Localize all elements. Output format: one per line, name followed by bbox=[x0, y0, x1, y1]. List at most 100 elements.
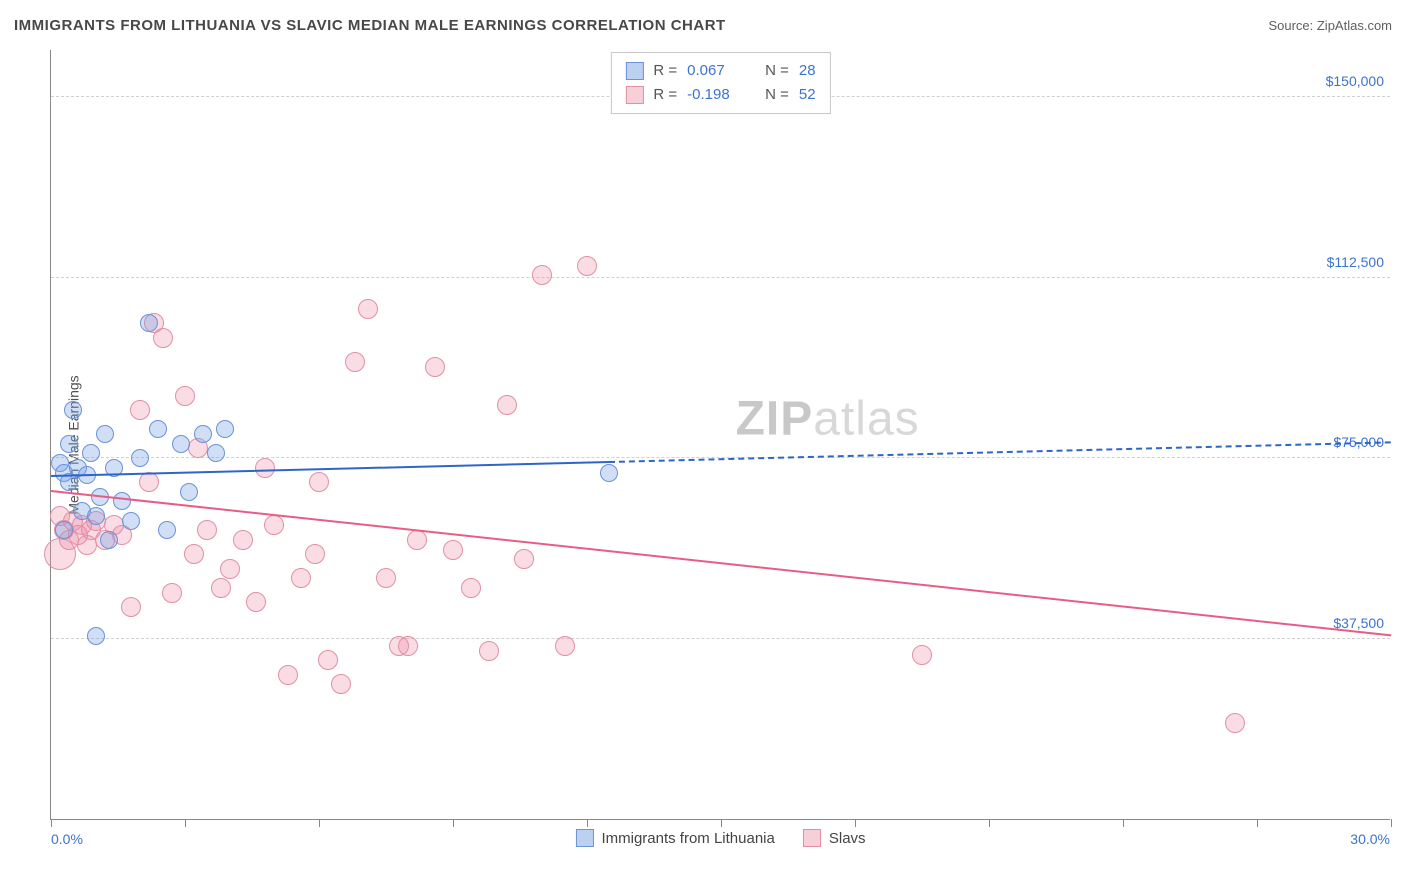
data-point-lithuania bbox=[96, 425, 114, 443]
x-tick bbox=[1123, 819, 1124, 827]
data-point-lithuania bbox=[64, 401, 82, 419]
swatch-slavs-bottom bbox=[803, 829, 821, 847]
series-legend: Immigrants from Lithuania Slavs bbox=[575, 829, 865, 847]
data-point-lithuania bbox=[82, 444, 100, 462]
x-tick bbox=[855, 819, 856, 827]
data-point-slavs bbox=[291, 568, 311, 588]
source-label: Source: ZipAtlas.com bbox=[1268, 18, 1392, 33]
legend-label-slavs: Slavs bbox=[829, 830, 866, 847]
data-point-lithuania bbox=[113, 492, 131, 510]
data-point-slavs bbox=[376, 568, 396, 588]
swatch-lithuania bbox=[625, 62, 643, 80]
data-point-slavs bbox=[175, 386, 195, 406]
data-point-slavs bbox=[331, 674, 351, 694]
data-point-lithuania bbox=[100, 531, 118, 549]
chart-container: IMMIGRANTS FROM LITHUANIA VS SLAVIC MEDI… bbox=[10, 10, 1396, 882]
swatch-lithuania-bottom bbox=[575, 829, 593, 847]
data-point-slavs bbox=[255, 458, 275, 478]
gridline bbox=[51, 277, 1390, 278]
legend-row-slavs: R = -0.198 N = 52 bbox=[625, 83, 815, 107]
x-tick bbox=[51, 819, 52, 827]
r-value-lithuania: 0.067 bbox=[687, 59, 747, 83]
data-point-lithuania bbox=[149, 420, 167, 438]
y-tick-label: $150,000 bbox=[1326, 73, 1384, 89]
data-point-slavs bbox=[278, 665, 298, 685]
data-point-slavs bbox=[211, 578, 231, 598]
legend-row-lithuania: R = 0.067 N = 28 bbox=[625, 59, 815, 83]
data-point-slavs bbox=[264, 515, 284, 535]
data-point-slavs bbox=[358, 299, 378, 319]
data-point-lithuania bbox=[600, 464, 618, 482]
header: IMMIGRANTS FROM LITHUANIA VS SLAVIC MEDI… bbox=[10, 10, 1396, 40]
data-point-slavs bbox=[912, 645, 932, 665]
data-point-slavs bbox=[555, 636, 575, 656]
data-point-slavs bbox=[305, 544, 325, 564]
n-label: N = bbox=[765, 83, 789, 107]
y-tick-label: $112,500 bbox=[1327, 254, 1384, 270]
gridline bbox=[51, 638, 1390, 639]
data-point-slavs bbox=[121, 597, 141, 617]
data-point-lithuania bbox=[194, 425, 212, 443]
x-tick bbox=[319, 819, 320, 827]
data-point-lithuania bbox=[55, 521, 73, 539]
correlation-legend: R = 0.067 N = 28 R = -0.198 N = 52 bbox=[610, 52, 830, 114]
x-axis-min-label: 0.0% bbox=[51, 831, 83, 847]
x-tick bbox=[989, 819, 990, 827]
data-point-slavs bbox=[514, 549, 534, 569]
data-point-slavs bbox=[318, 650, 338, 670]
trend-line-lithuania-extrapolated bbox=[609, 442, 1391, 464]
x-tick bbox=[1391, 819, 1392, 827]
data-point-slavs bbox=[220, 559, 240, 579]
watermark: ZIPatlas bbox=[736, 392, 920, 447]
legend-item-slavs: Slavs bbox=[803, 829, 866, 847]
r-label: R = bbox=[653, 59, 677, 83]
data-point-lithuania bbox=[216, 420, 234, 438]
data-point-lithuania bbox=[60, 435, 78, 453]
data-point-slavs bbox=[1225, 713, 1245, 733]
data-point-slavs bbox=[309, 472, 329, 492]
data-point-lithuania bbox=[122, 512, 140, 530]
data-point-lithuania bbox=[140, 314, 158, 332]
swatch-slavs bbox=[625, 86, 643, 104]
watermark-rest: atlas bbox=[813, 393, 919, 446]
data-point-lithuania bbox=[180, 483, 198, 501]
data-point-slavs bbox=[184, 544, 204, 564]
data-point-slavs bbox=[44, 538, 76, 570]
x-tick bbox=[1257, 819, 1258, 827]
data-point-slavs bbox=[461, 578, 481, 598]
data-point-slavs bbox=[246, 592, 266, 612]
data-point-lithuania bbox=[87, 627, 105, 645]
data-point-slavs bbox=[425, 357, 445, 377]
x-tick bbox=[721, 819, 722, 827]
data-point-lithuania bbox=[87, 507, 105, 525]
legend-label-lithuania: Immigrants from Lithuania bbox=[601, 830, 774, 847]
watermark-bold: ZIP bbox=[736, 393, 814, 446]
plot-area: ZIPatlas R = 0.067 N = 28 R = -0.198 N =… bbox=[50, 50, 1390, 820]
data-point-slavs bbox=[532, 265, 552, 285]
data-point-slavs bbox=[398, 636, 418, 656]
data-point-slavs bbox=[443, 540, 463, 560]
data-point-slavs bbox=[130, 400, 150, 420]
r-value-slavs: -0.198 bbox=[687, 83, 747, 107]
x-tick bbox=[453, 819, 454, 827]
x-axis-max-label: 30.0% bbox=[1350, 831, 1390, 847]
data-point-lithuania bbox=[131, 449, 149, 467]
data-point-lithuania bbox=[172, 435, 190, 453]
data-point-slavs bbox=[497, 395, 517, 415]
n-label: N = bbox=[765, 59, 789, 83]
data-point-lithuania bbox=[207, 444, 225, 462]
data-point-lithuania bbox=[158, 521, 176, 539]
chart-title: IMMIGRANTS FROM LITHUANIA VS SLAVIC MEDI… bbox=[14, 17, 726, 34]
x-tick bbox=[587, 819, 588, 827]
n-value-lithuania: 28 bbox=[799, 59, 816, 83]
trend-line-slavs bbox=[51, 490, 1391, 636]
data-point-slavs bbox=[197, 520, 217, 540]
chart-area: Median Male Earnings ZIPatlas R = 0.067 … bbox=[10, 40, 1396, 850]
r-label: R = bbox=[653, 83, 677, 107]
data-point-slavs bbox=[233, 530, 253, 550]
data-point-slavs bbox=[139, 472, 159, 492]
data-point-slavs bbox=[162, 583, 182, 603]
x-tick bbox=[185, 819, 186, 827]
data-point-slavs bbox=[345, 352, 365, 372]
legend-item-lithuania: Immigrants from Lithuania bbox=[575, 829, 774, 847]
